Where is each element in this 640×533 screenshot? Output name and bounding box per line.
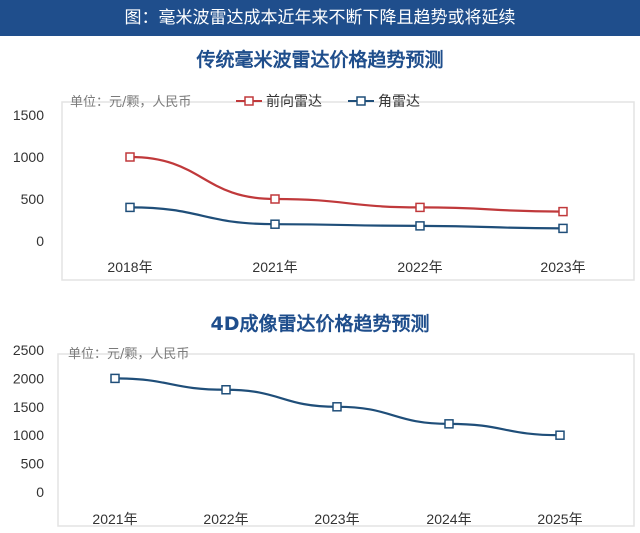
chart1-series-line <box>129 206 564 230</box>
chart1-unit-note: 单位：元/颗，人民币 <box>70 95 191 110</box>
chart2-frame <box>57 353 635 527</box>
chart1-x-tick-label: 2023年 <box>540 259 585 275</box>
chart1-y-tick-label: 1500 <box>13 107 44 123</box>
chart1-data-point <box>125 202 135 213</box>
chart1-data-point <box>415 221 425 231</box>
chart2-title: 4D成像雷达价格趋势预测 <box>211 312 430 335</box>
chart2-x-tick-label: 2024年 <box>426 511 471 527</box>
chart1-series-line <box>129 155 564 213</box>
chart1-y-axis: 0 500 1000 1500 <box>13 107 44 249</box>
chart2-x-tick-label: 2023年 <box>314 511 359 527</box>
chart2-unit-note: 单位：元/颗，人民币 <box>68 347 189 362</box>
chart2-x-tick-label: 2021年 <box>92 511 137 527</box>
chart1-x-tick-label: 2022年 <box>397 259 442 275</box>
chart2-y-tick-label: 1000 <box>13 427 44 443</box>
chart2-x-tick-label: 2022年 <box>203 511 248 527</box>
legend-front-radar-label: 前向雷达 <box>266 93 322 110</box>
chart2-data-point <box>332 402 342 412</box>
chart2-y-tick-label: 500 <box>21 456 45 472</box>
chart2-y-axis: 0 500 1000 1500 2000 2500 <box>13 342 44 500</box>
chart1-plot-area <box>125 152 568 234</box>
chart2-y-tick-label: 0 <box>36 484 44 500</box>
chart1-frame <box>61 101 635 281</box>
chart1-y-tick-label: 1000 <box>13 149 44 165</box>
chart1-y-tick-label: 0 <box>36 233 44 249</box>
chart-traditional-radar: 传统毫米波雷达价格趋势预测 单位：元/颗，人民币 前向雷达 角雷达 0 500 10… <box>13 48 635 281</box>
chart2-y-tick-label: 2000 <box>13 370 44 386</box>
chart2-data-point <box>444 419 454 429</box>
chart1-x-tick-label: 2018年 <box>107 259 152 275</box>
figure-caption-banner: 图：毫米波雷达成本近年来不断下降且趋势或将延续 <box>0 0 640 36</box>
chart1-data-point <box>558 223 568 234</box>
chart1-x-axis: 2018年 2021年 2022年 2023年 <box>107 259 585 275</box>
chart2-plot-area <box>110 373 565 440</box>
charts-canvas: 传统毫米波雷达价格趋势预测 单位：元/颗，人民币 前向雷达 角雷达 0 500 10… <box>13 48 635 527</box>
chart1-data-point <box>270 219 280 229</box>
chart1-y-tick-label: 500 <box>21 191 45 207</box>
chart1-data-point <box>415 202 425 213</box>
legend-front-radar-marker <box>244 96 254 106</box>
chart2-x-axis: 2021年 2022年 2023年 2024年 2025年 <box>92 511 582 527</box>
chart-4d-imaging-radar: 4D成像雷达价格趋势预测 单位：元/颗，人民币 0 500 1000 1500 2000… <box>13 312 635 527</box>
chart2-y-tick-label: 1500 <box>13 399 44 415</box>
chart1-data-point <box>558 206 568 217</box>
chart2-y-tick-label: 2500 <box>13 342 44 358</box>
chart2-x-tick-label: 2025年 <box>537 511 582 527</box>
chart2-data-point <box>110 373 120 384</box>
chart1-data-point <box>270 194 280 204</box>
legend-corner-radar-marker <box>356 96 366 106</box>
chart1-x-tick-label: 2021年 <box>252 259 297 275</box>
chart1-legend: 前向雷达 角雷达 <box>236 93 420 110</box>
chart2-data-point <box>555 430 565 440</box>
chart2-data-point <box>221 385 231 395</box>
legend-corner-radar-label: 角雷达 <box>378 94 420 110</box>
chart1-title: 传统毫米波雷达价格趋势预测 <box>195 48 443 71</box>
chart1-data-point <box>125 152 135 162</box>
